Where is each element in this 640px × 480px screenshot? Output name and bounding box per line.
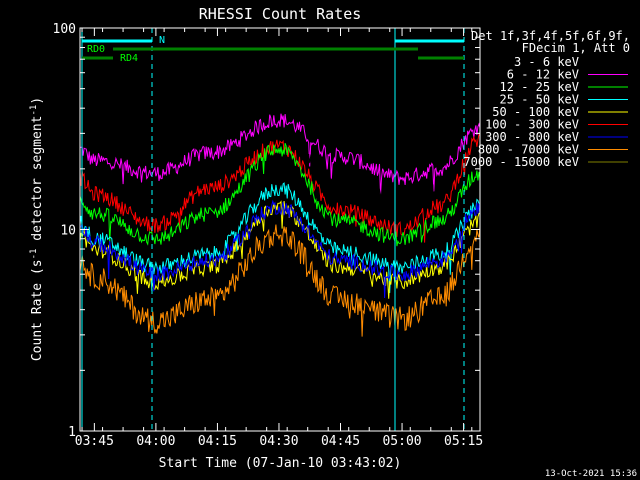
legend-label: 12 - 25 keV bbox=[500, 80, 579, 94]
legend-label: 6 - 12 keV bbox=[507, 68, 579, 82]
series-line-0 bbox=[79, 132, 481, 213]
x-tick-label: 04:30 bbox=[259, 434, 298, 449]
series-line-4 bbox=[79, 200, 481, 299]
x-tick-label: 03:45 bbox=[75, 434, 114, 449]
legend-label: 800 - 7000 keV bbox=[478, 143, 579, 157]
legend-header-line2: FDecim 1, Att 0 bbox=[522, 41, 630, 55]
y-axis-label-part1: Count Rate (s bbox=[30, 259, 45, 361]
overlay-group: N RD0 RD4 bbox=[81, 28, 465, 431]
legend-label: 300 - 800 keV bbox=[485, 130, 579, 144]
y-axis-label: Count Rate (s-1 detector segment-1) bbox=[29, 97, 45, 361]
legend-label: 3 - 6 keV bbox=[514, 55, 579, 69]
legend-label: 7000 - 15000 keV bbox=[463, 155, 579, 169]
x-tick-label: 04:15 bbox=[198, 434, 237, 449]
legend-label: 100 - 300 keV bbox=[485, 118, 579, 132]
x-tick-label: 04:00 bbox=[136, 434, 175, 449]
series-line-7 bbox=[79, 224, 481, 337]
legend-label: 25 - 50 keV bbox=[500, 93, 579, 107]
y-axis-label-sup2: -1 bbox=[29, 105, 39, 116]
legend-header-line1: Det 1f,3f,4f,5f,6f,9f, bbox=[471, 29, 630, 43]
series-line-2 bbox=[79, 143, 481, 247]
annotation-n: N bbox=[159, 35, 165, 46]
y-axis-label-part2: detector segment bbox=[30, 116, 45, 249]
series-group bbox=[79, 113, 481, 337]
generation-timestamp: 13-Oct-2021 15:36 bbox=[545, 469, 637, 479]
series-line-1 bbox=[79, 113, 481, 195]
axis-ticks: 03:45 04:00 04:15 04:30 04:45 05:00 05:15 1 10 10… bbox=[53, 22, 484, 449]
x-tick-label: 04:45 bbox=[321, 434, 360, 449]
x-tick-label: 05:00 bbox=[382, 434, 421, 449]
chart-title: RHESSI Count Rates bbox=[199, 5, 362, 23]
legend-label: 50 - 100 keV bbox=[492, 105, 579, 119]
y-tick-label: 100 bbox=[53, 22, 76, 37]
y-axis-label-part3: ) bbox=[30, 97, 45, 105]
annotation-rd0: RD0 bbox=[87, 44, 105, 55]
series-line-5 bbox=[79, 133, 481, 243]
annotation-rd4: RD4 bbox=[120, 53, 138, 64]
x-tick-label: 05:15 bbox=[444, 434, 483, 449]
y-tick-label: 10 bbox=[60, 224, 76, 239]
x-axis-label: Start Time (07-Jan-10 03:43:02) bbox=[159, 456, 402, 471]
y-axis-label-sup1: -1 bbox=[29, 249, 39, 260]
series-line-3 bbox=[79, 182, 481, 294]
y-tick-label: 1 bbox=[68, 425, 76, 440]
series-line-6 bbox=[79, 199, 481, 299]
